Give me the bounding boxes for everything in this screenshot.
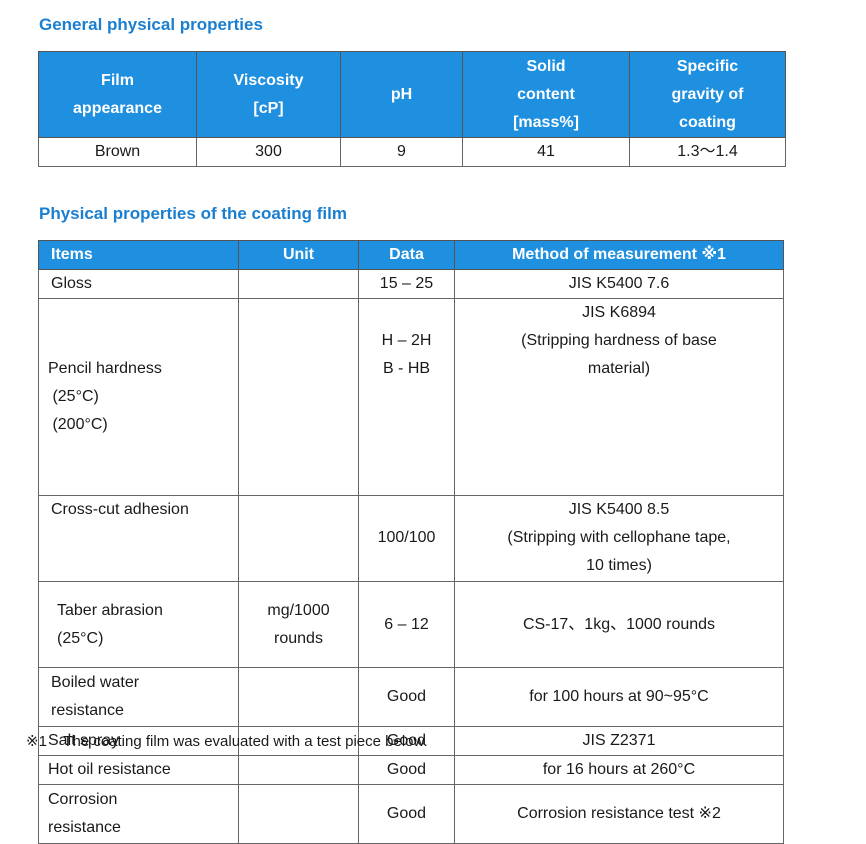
unit-cell [238, 755, 359, 785]
header-specific-gravity: Specific gravity of coating [629, 51, 786, 138]
method-pencil-hardness: JIS K6894 (Stripping hardness of base mate… [454, 298, 784, 496]
method-boiled-water-resistance: for 100 hours at 90~95°C [454, 667, 784, 727]
table-row: Taber abrasion (25°C) mg/1000 rounds 6 – 1… [38, 581, 784, 668]
method-taber-abrasion: CS-17、1kg、1000 rounds [454, 581, 784, 668]
table-row: Pencil hardness (25°C) (200°C) H – 2H B -… [38, 298, 784, 496]
table-row: Gloss 15 – 25 JIS K5400 7.6 [38, 269, 784, 299]
data-gloss: 15 – 25 [358, 269, 455, 299]
header-unit: Unit [238, 240, 359, 270]
cell-film-appearance: Brown [38, 137, 197, 167]
coating-header-row: Items Unit Data Method of measurement ※1 [38, 240, 784, 270]
cell-viscosity: 300 [196, 137, 341, 167]
unit-cell [238, 495, 359, 582]
header-method: Method of measurement ※1 [454, 240, 784, 270]
data-boiled-water-resistance: Good [358, 667, 455, 727]
item-corrosion-resistance: Corrosion resistance [38, 784, 239, 844]
table-row: Corrosion resistance Good Corrosion resis… [38, 784, 784, 844]
item-taber-abrasion: Taber abrasion (25°C) [38, 581, 239, 668]
table-row: Cross-cut adhesion 100/100 JIS K5400 8.5… [38, 495, 784, 582]
header-data: Data [358, 240, 455, 270]
table-row: Hot oil resistance Good for 16 hours at … [38, 755, 784, 785]
footnote: ※1 The coating film was evaluated with a… [26, 733, 428, 750]
coating-properties-title: Physical properties of the coating film [39, 204, 347, 223]
item-cross-cut-adhesion: Cross-cut adhesion [38, 495, 239, 582]
unit-cell [238, 298, 359, 496]
table-row: Boiled water resistance Good for 100 hour… [38, 667, 784, 727]
method-hot-oil-resistance: for 16 hours at 260°C [454, 755, 784, 785]
unit-cell [238, 667, 359, 727]
method-gloss: JIS K5400 7.6 [454, 269, 784, 299]
method-salt-spray: JIS Z2371 [454, 726, 784, 756]
header-solid-content: Solid content [mass%] [462, 51, 630, 138]
data-corrosion-resistance: Good [358, 784, 455, 844]
data-hot-oil-resistance: Good [358, 755, 455, 785]
header-viscosity: Viscosity [cP] [196, 51, 341, 138]
header-ph: pH [340, 51, 463, 138]
cell-solid-content: 41 [462, 137, 630, 167]
method-corrosion-resistance: Corrosion resistance test ※2 [454, 784, 784, 844]
item-pencil-hardness: Pencil hardness (25°C) (200°C) [38, 298, 239, 496]
unit-cell [238, 269, 359, 299]
unit-cell [238, 784, 359, 844]
method-cross-cut-adhesion: JIS K5400 8.5 (Stripping with cellophane … [454, 495, 784, 582]
item-boiled-water-resistance: Boiled water resistance [38, 667, 239, 727]
coating-properties-table: Items Unit Data Method of measurement ※1… [38, 240, 784, 844]
data-pencil-hardness: H – 2H B - HB [358, 298, 455, 496]
general-data-row: Brown 300 9 41 1.3〜1.4 [38, 137, 786, 167]
general-header-row: Film appearance Viscosity [cP] pH Solid con… [38, 51, 786, 138]
general-properties-title: General physical properties [39, 15, 263, 34]
unit-taber-abrasion: mg/1000 rounds [238, 581, 359, 668]
header-items: Items [38, 240, 239, 270]
cell-ph: 9 [340, 137, 463, 167]
data-cross-cut-adhesion: 100/100 [358, 495, 455, 582]
general-properties-table: Film appearance Viscosity [cP] pH Solid con… [38, 51, 786, 167]
header-film-appearance: Film appearance [38, 51, 197, 138]
data-taber-abrasion: 6 – 12 [358, 581, 455, 668]
item-hot-oil-resistance: Hot oil resistance [38, 755, 239, 785]
cell-specific-gravity: 1.3〜1.4 [629, 137, 786, 167]
item-gloss: Gloss [38, 269, 239, 299]
